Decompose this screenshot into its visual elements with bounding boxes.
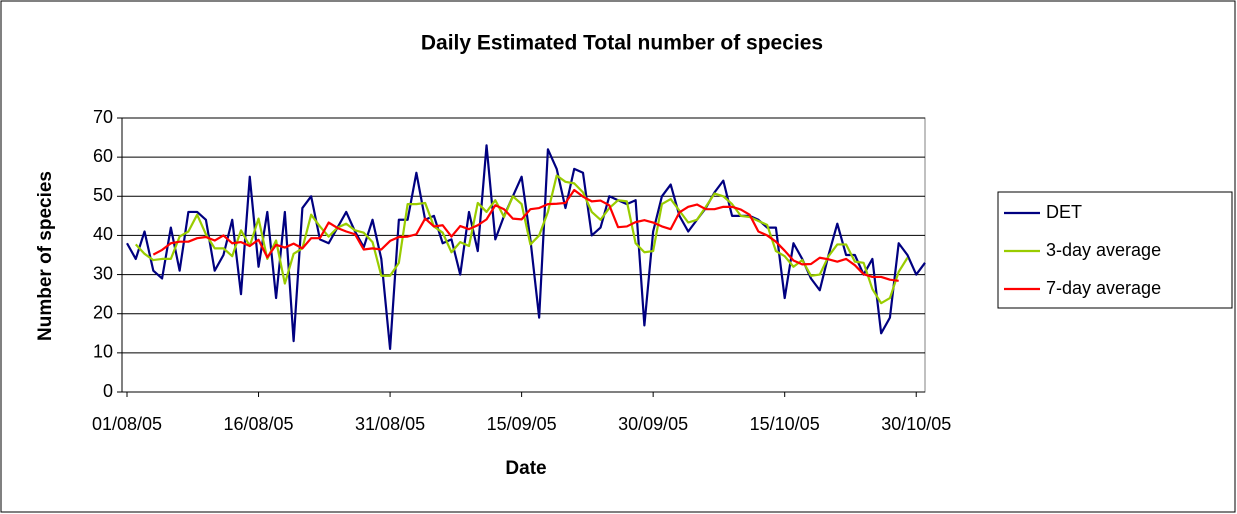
y-tick-label: 30 (93, 263, 113, 283)
x-tick-label: 15/10/05 (750, 414, 820, 434)
data-line (152, 188, 899, 282)
x-tick-label: 30/09/05 (618, 414, 688, 434)
chart-title: Daily Estimated Total number of species (421, 32, 823, 55)
y-tick-label: 70 (93, 107, 113, 127)
x-tick-label: 30/10/05 (881, 414, 951, 434)
legend-label: 7-day average (1046, 278, 1161, 298)
legend-label: DET (1046, 202, 1082, 222)
x-tick-label: 16/08/05 (223, 414, 293, 434)
x-tick-label: 01/08/05 (92, 414, 162, 434)
data-line (134, 174, 909, 305)
y-tick-label: 10 (93, 342, 113, 362)
y-tick-label: 60 (93, 146, 113, 166)
y-tick-label: 40 (93, 224, 113, 244)
x-tick-label: 31/08/05 (355, 414, 425, 434)
data-line (126, 144, 926, 351)
y-tick-label: 20 (93, 302, 113, 322)
legend-label: 3-day average (1046, 240, 1161, 260)
y-tick-label: 0 (103, 381, 113, 401)
plot-area (121, 117, 926, 393)
x-axis-title: Date (505, 458, 546, 479)
x-tick-label: 15/09/05 (487, 414, 557, 434)
y-tick-label: 50 (93, 185, 113, 205)
y-axis-title: Number of species (35, 171, 56, 341)
